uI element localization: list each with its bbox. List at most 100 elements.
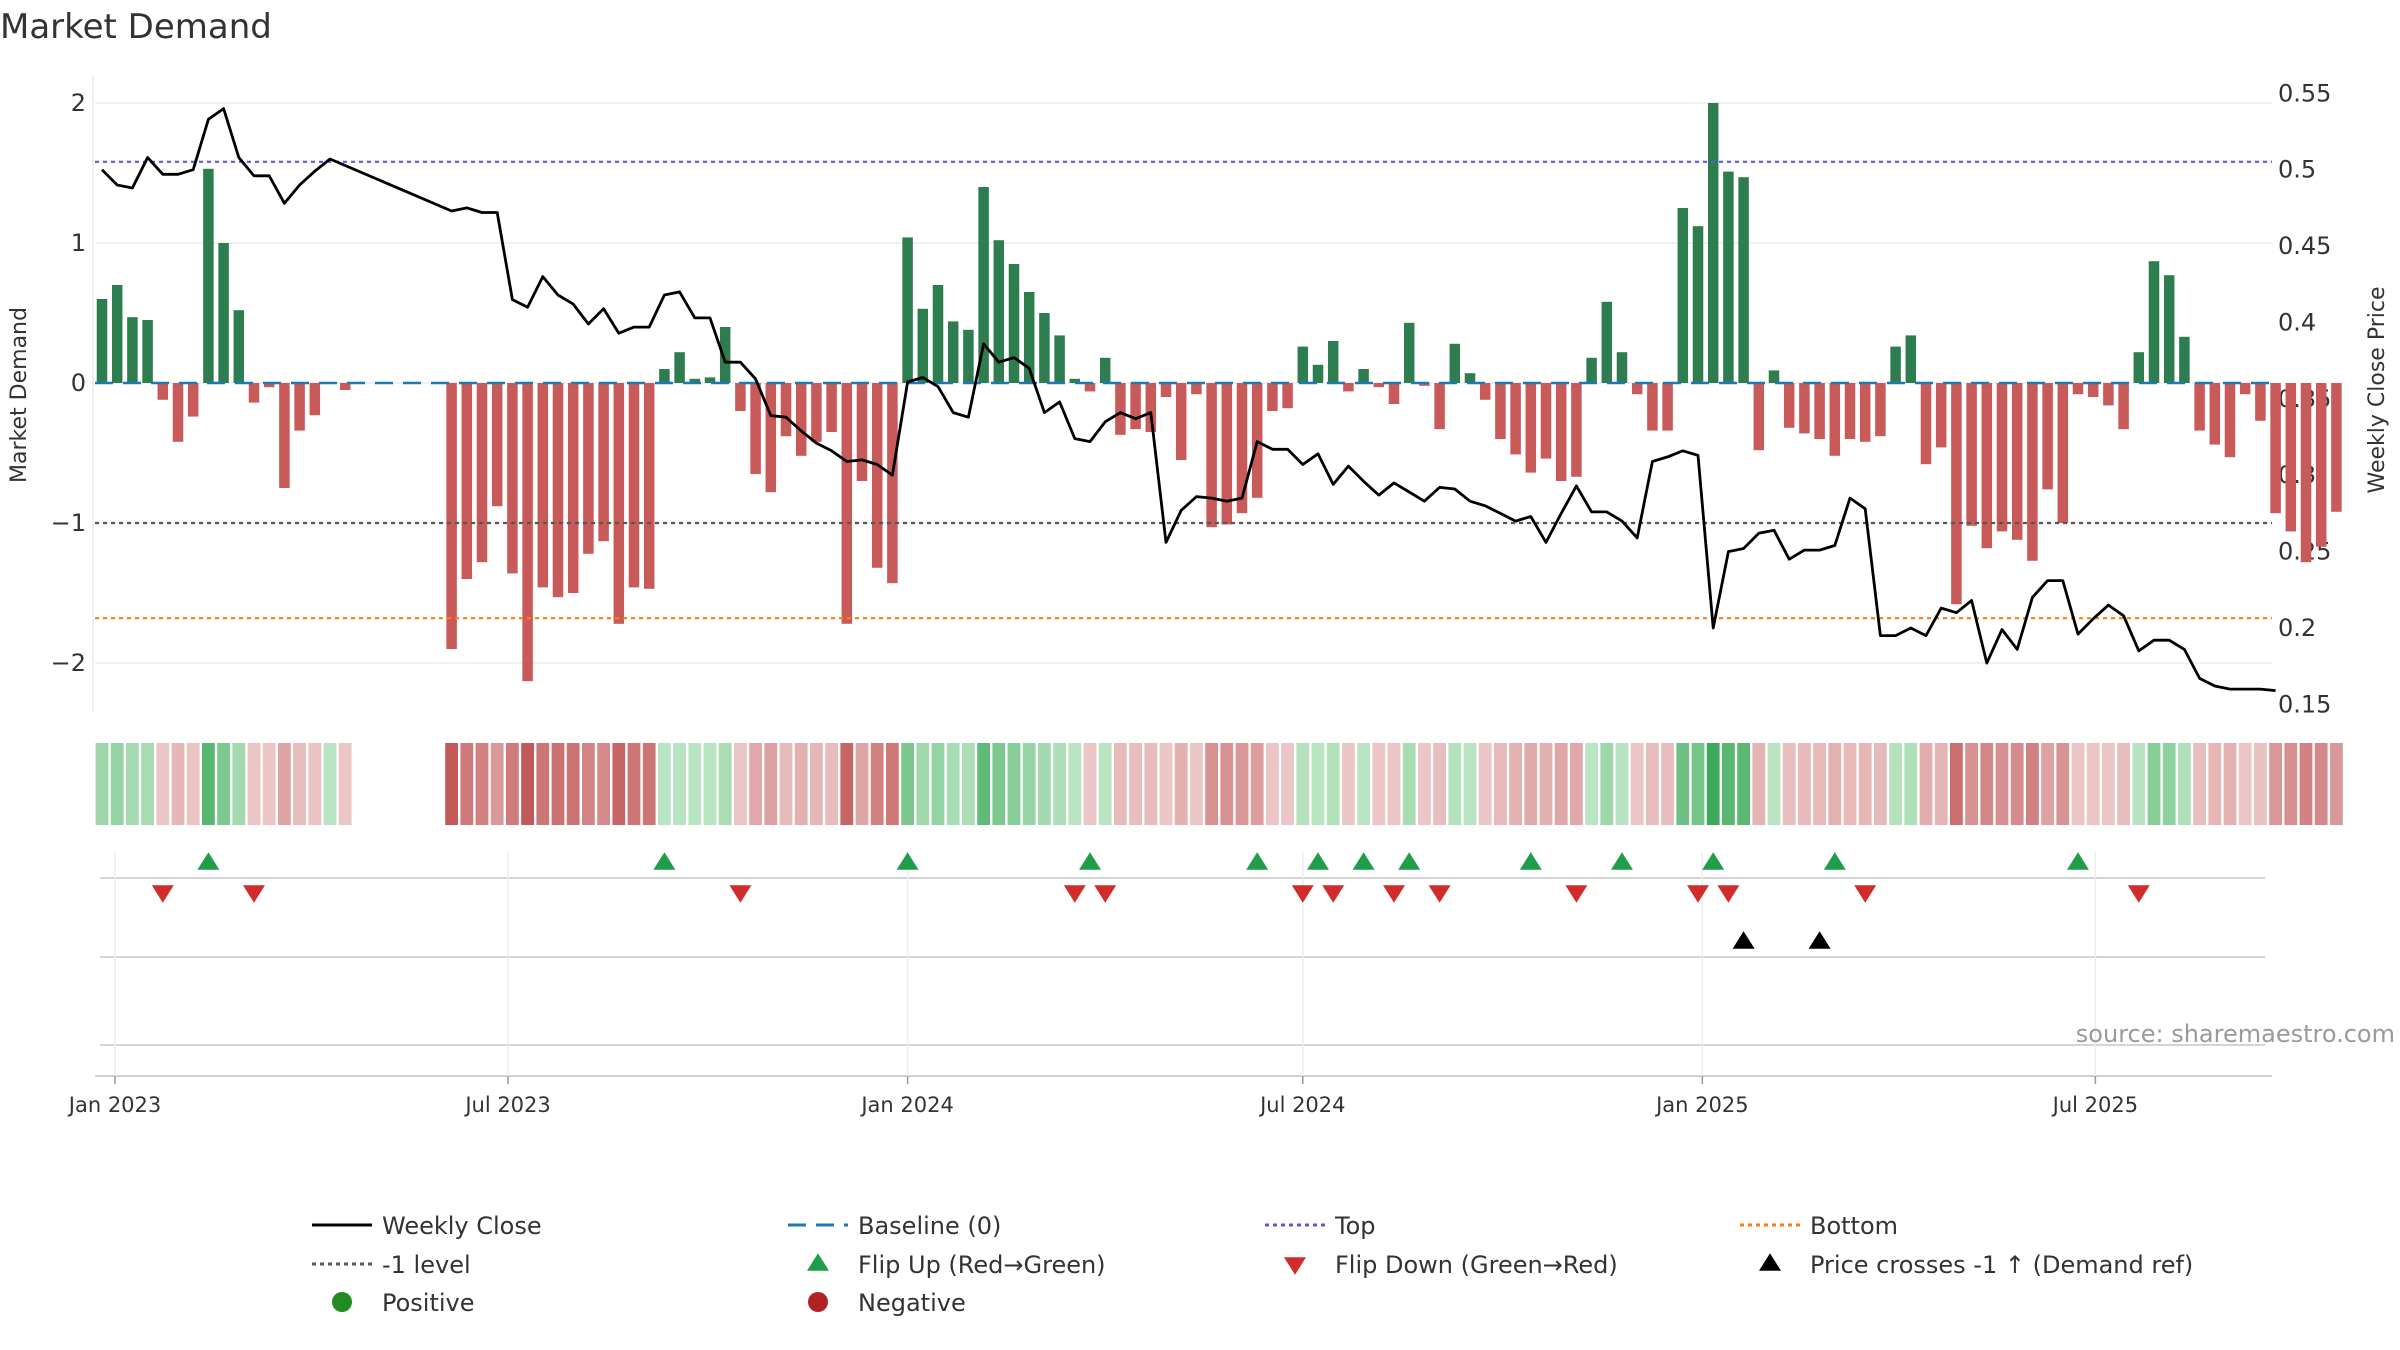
negative-demand-bar bbox=[1221, 383, 1233, 525]
heat-cell-negative bbox=[156, 743, 170, 825]
heat-cell-positive bbox=[1038, 743, 1051, 825]
negative-demand-bar bbox=[2042, 383, 2053, 490]
positive-demand-bar bbox=[659, 369, 670, 383]
heat-cell-negative bbox=[2330, 743, 2343, 825]
heat-cell-negative bbox=[475, 743, 489, 825]
flip-up-marker bbox=[653, 852, 676, 870]
positive-demand-bar bbox=[233, 310, 245, 383]
negative-demand-bar bbox=[248, 383, 260, 403]
heat-cell-negative bbox=[1159, 743, 1173, 825]
negative-demand-bar bbox=[507, 383, 518, 574]
y-tick-label: 1 bbox=[71, 229, 86, 257]
heat-cell-negative bbox=[627, 743, 641, 825]
negative-demand-bar bbox=[871, 383, 883, 568]
positive-demand-bar bbox=[1312, 364, 1324, 383]
positive-demand-bar bbox=[902, 237, 913, 383]
heat-cell-negative bbox=[1995, 743, 2009, 825]
heat-cell-positive bbox=[703, 743, 717, 825]
positive-demand-bar bbox=[1586, 357, 1597, 383]
positive-demand-bar bbox=[963, 329, 974, 383]
price-cross-marker bbox=[1732, 931, 1755, 949]
heat-cell-negative bbox=[1418, 743, 1431, 825]
legend-label-bottom: Bottom bbox=[1810, 1212, 1898, 1240]
negative-demand-bar bbox=[1647, 383, 1658, 431]
positive-demand-bar bbox=[1008, 264, 1020, 383]
heat-cell-negative bbox=[2208, 743, 2222, 825]
legend-swatch-positive bbox=[332, 1292, 352, 1312]
positive-demand-bar bbox=[1692, 226, 1704, 383]
flip-up-marker bbox=[197, 852, 220, 870]
heat-cell-positive bbox=[1600, 743, 1614, 825]
heat-cell-negative bbox=[1433, 743, 1446, 825]
heat-cell-positive bbox=[962, 743, 975, 825]
y2-tick-label: 0.15 bbox=[2278, 690, 2331, 718]
heat-cell-negative bbox=[2254, 743, 2267, 825]
heat-cell-negative bbox=[338, 743, 352, 825]
flip-down-marker bbox=[1383, 885, 1405, 903]
negative-demand-bar bbox=[1844, 383, 1856, 439]
positive-demand-bar bbox=[2148, 261, 2160, 383]
negative-demand-bar bbox=[1510, 383, 1521, 455]
y-axis-label: Market Demand bbox=[7, 307, 32, 483]
negative-demand-bar bbox=[339, 383, 351, 390]
heat-cell-positive bbox=[126, 743, 139, 825]
negative-demand-bar bbox=[2011, 383, 2023, 540]
heat-cell-negative bbox=[612, 743, 626, 825]
heat-cell-positive bbox=[2147, 743, 2161, 825]
x-tick-label: Jan 2024 bbox=[859, 1093, 954, 1117]
heat-cell-negative bbox=[566, 743, 580, 825]
heat-cell-negative bbox=[1372, 743, 1386, 825]
negative-demand-bar bbox=[735, 383, 746, 411]
heat-cell-positive bbox=[658, 743, 671, 825]
heat-cell-negative bbox=[1524, 743, 1538, 825]
negative-demand-bar bbox=[1479, 383, 1491, 400]
heat-cell-positive bbox=[2132, 743, 2146, 825]
positive-demand-bar bbox=[1099, 357, 1111, 383]
x-tick-label: Jan 2023 bbox=[67, 1093, 162, 1117]
positive-demand-bar bbox=[2179, 336, 2190, 383]
plot-area: 210−1−20.550.50.450.40.350.30.250.20.15J… bbox=[51, 75, 2343, 1317]
heat-cell-negative bbox=[2238, 743, 2252, 825]
negative-demand-bar bbox=[1495, 383, 1506, 439]
legend-label-flip-down: Flip Down (Green→Red) bbox=[1335, 1251, 1618, 1279]
heat-cell-negative bbox=[734, 743, 747, 825]
negative-demand-bar bbox=[1145, 383, 1157, 432]
heat-cell-positive bbox=[1357, 743, 1370, 825]
heat-cell-negative bbox=[1813, 743, 1826, 825]
heat-cell-positive bbox=[202, 743, 215, 825]
heat-cell-positive bbox=[217, 743, 230, 825]
negative-demand-bar bbox=[1783, 383, 1795, 428]
negative-demand-bar bbox=[1951, 383, 1962, 605]
heat-cell-negative bbox=[1220, 743, 1234, 825]
negative-demand-bar bbox=[1419, 383, 1430, 386]
heat-cell-positive bbox=[110, 743, 124, 825]
heat-cell-negative bbox=[1934, 743, 1948, 825]
heat-cell-negative bbox=[1858, 743, 1872, 825]
heat-cell-negative bbox=[1843, 743, 1857, 825]
negative-demand-bar bbox=[613, 383, 625, 624]
positive-demand-bar bbox=[1327, 341, 1339, 383]
positive-demand-bar bbox=[1039, 313, 1050, 383]
negative-demand-bar bbox=[2315, 383, 2327, 547]
heat-cell-negative bbox=[2299, 743, 2313, 825]
heat-cell-negative bbox=[2269, 743, 2282, 825]
negative-demand-bar bbox=[187, 383, 199, 417]
heat-cell-negative bbox=[506, 743, 519, 825]
negative-demand-bar bbox=[2300, 383, 2312, 563]
positive-demand-bar bbox=[218, 243, 229, 383]
negative-demand-bar bbox=[795, 383, 807, 456]
negative-demand-bar bbox=[765, 383, 777, 493]
positive-demand-bar bbox=[917, 308, 929, 383]
heat-cell-negative bbox=[2284, 743, 2298, 825]
positive-demand-bar bbox=[1023, 292, 1035, 383]
heat-cell-negative bbox=[2010, 743, 2024, 825]
heat-cell-negative bbox=[1798, 743, 1811, 825]
heat-cell-negative bbox=[1281, 743, 1294, 825]
heat-cell-negative bbox=[1828, 743, 1842, 825]
legend-swatch-negative bbox=[808, 1292, 828, 1312]
heat-cell-positive bbox=[141, 743, 154, 825]
heat-cell-positive bbox=[1722, 743, 1735, 825]
heat-cell-negative bbox=[1494, 743, 1507, 825]
heat-cell-negative bbox=[1190, 743, 1203, 825]
positive-demand-bar bbox=[1677, 208, 1689, 383]
